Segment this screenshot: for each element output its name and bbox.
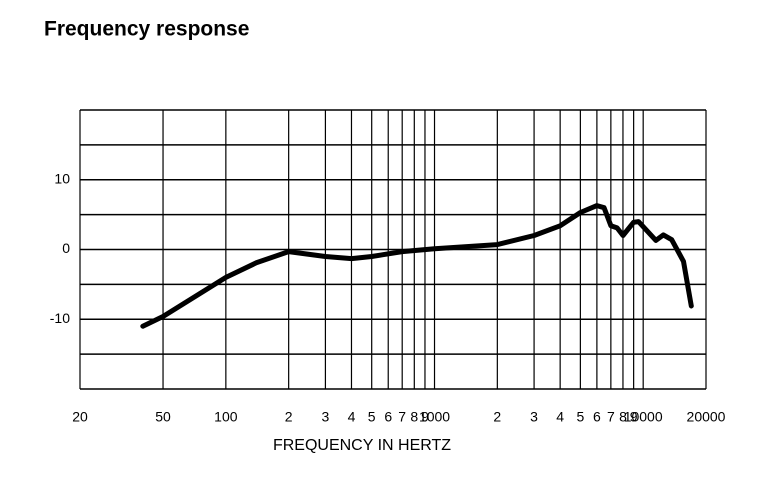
response-curve xyxy=(140,203,694,329)
x-tick-label: 6 xyxy=(384,409,392,425)
x-tick-label: 2 xyxy=(493,409,501,425)
x-tick-label: 9 xyxy=(630,409,638,425)
x-tick-label: 9 xyxy=(421,409,429,425)
y-tick-label: 0 xyxy=(62,240,70,256)
x-tick-label: 20 xyxy=(72,409,88,425)
y-tick-label: 10 xyxy=(54,170,70,186)
y-tick-label: -10 xyxy=(50,310,70,326)
x-tick-label: 4 xyxy=(556,409,564,425)
x-tick-label: 50 xyxy=(155,409,171,425)
x-tick-label: 3 xyxy=(322,409,330,425)
x-tick-label: 100 xyxy=(214,409,238,425)
x-tick-label: 20000 xyxy=(687,409,726,425)
x-tick-label: 6 xyxy=(593,409,601,425)
x-tick-label: 4 xyxy=(348,409,356,425)
x-tick-label: 3 xyxy=(530,409,538,425)
x-tick-label: 8 xyxy=(619,409,627,425)
x-axis-label: FREQUENCY IN HERTZ xyxy=(273,437,451,454)
x-tick-label: 7 xyxy=(607,409,615,425)
x-tick-label: 2 xyxy=(285,409,293,425)
x-tick-label: 7 xyxy=(398,409,406,425)
x-tick-label: 8 xyxy=(410,409,418,425)
x-tick-label: 5 xyxy=(576,409,584,425)
x-tick-label: 10000 xyxy=(624,409,663,425)
chart-title: Frequency response xyxy=(44,18,249,41)
x-tick-label: 5 xyxy=(368,409,376,425)
x-tick-label: 1000 xyxy=(419,409,450,425)
